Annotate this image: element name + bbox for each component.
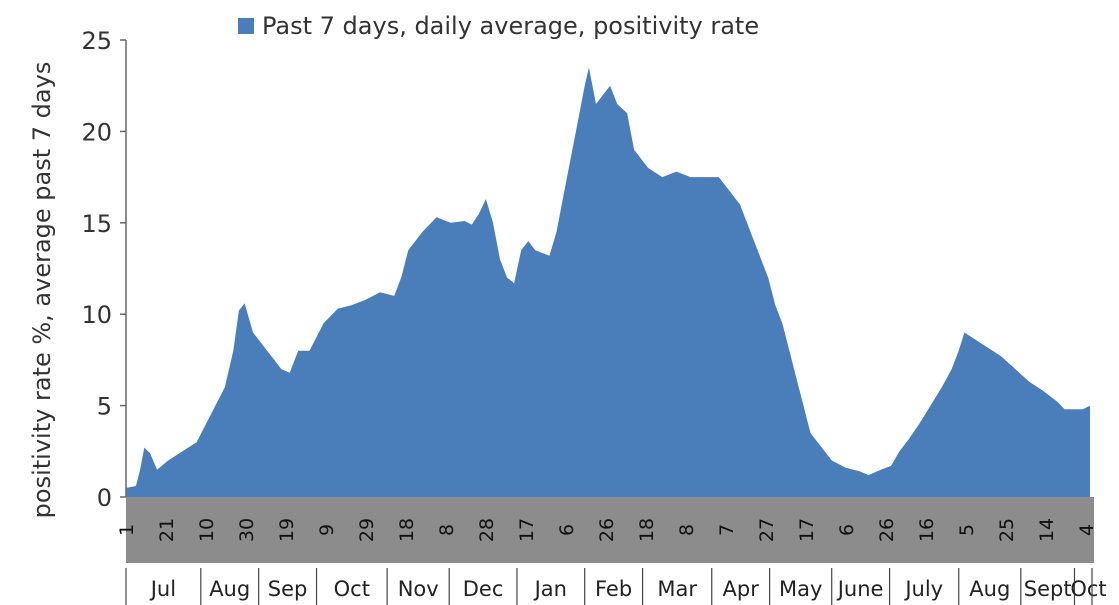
month-label: June (836, 577, 884, 601)
date-tick-label: 25 (996, 518, 1018, 542)
month-label: Feb (595, 577, 632, 601)
month-label: May (779, 577, 822, 601)
date-tick-label: 9 (316, 524, 338, 536)
date-tick-label: 19 (276, 518, 298, 542)
date-tick-label: 5 (956, 524, 978, 536)
date-tick-label: 17 (516, 518, 538, 542)
date-tick-label: 1 (116, 524, 138, 536)
date-tick-label: 28 (476, 518, 498, 542)
date-tick-label: 27 (756, 518, 778, 542)
month-label: July (903, 577, 943, 601)
date-tick-label: 18 (636, 518, 658, 542)
date-tick-label: 26 (596, 518, 618, 542)
date-tick-label: 16 (916, 518, 938, 542)
month-label: Aug (969, 577, 1010, 601)
date-tick-labels: 1 21 10 30 19 9 29 18 8 28 17 6 26 18 8 7 27 17 6 26 16 5 25 14… (116, 518, 1098, 542)
month-label: Jan (533, 577, 567, 601)
date-tick-label: 6 (836, 524, 858, 536)
legend-label: Past 7 days, daily average, positivity r… (262, 12, 759, 40)
y-tick-label: 10 (81, 301, 112, 329)
month-label: Apr (723, 577, 760, 601)
month-label: Oct (1070, 577, 1106, 601)
date-tick-label: 14 (1036, 518, 1058, 542)
y-tick-label: 5 (97, 393, 112, 421)
date-tick-label: 8 (436, 524, 458, 536)
y-tick-label: 20 (81, 118, 112, 146)
month-label: Sep (268, 577, 308, 601)
legend-swatch (238, 18, 254, 34)
date-tick-label: 26 (876, 518, 898, 542)
date-tick-label: 29 (356, 518, 378, 542)
month-labels: Jul Aug Sep Oct Nov Dec Jan Feb Mar Apr May June Jul… (125, 568, 1107, 605)
date-tick-label: 6 (556, 524, 578, 536)
month-label: Mar (657, 577, 697, 601)
date-tick-label: 10 (196, 518, 218, 542)
y-tick-label: 15 (81, 210, 112, 238)
month-label: Sept (1024, 577, 1072, 601)
y-axis-label: positivity rate %, average past 7 days (28, 62, 56, 519)
series-area (126, 67, 1090, 498)
y-tick-label: 25 (81, 27, 112, 55)
date-tick-label: 30 (236, 518, 258, 542)
month-label: Nov (398, 577, 439, 601)
month-label: Dec (463, 577, 504, 601)
date-tick-label: 21 (156, 518, 178, 542)
date-tick-label: 8 (676, 524, 698, 536)
y-axis-ticks: 0 5 10 15 20 25 (81, 27, 126, 512)
month-label: Oct (334, 577, 370, 601)
month-label: Aug (209, 577, 250, 601)
y-tick-label: 0 (97, 484, 112, 512)
month-label: Jul (149, 577, 176, 601)
date-tick-label: 18 (396, 518, 418, 542)
date-tick-label: 4 (1076, 524, 1098, 536)
date-tick-band (126, 497, 1094, 563)
date-tick-label: 17 (796, 518, 818, 542)
date-tick-label: 7 (716, 524, 738, 536)
